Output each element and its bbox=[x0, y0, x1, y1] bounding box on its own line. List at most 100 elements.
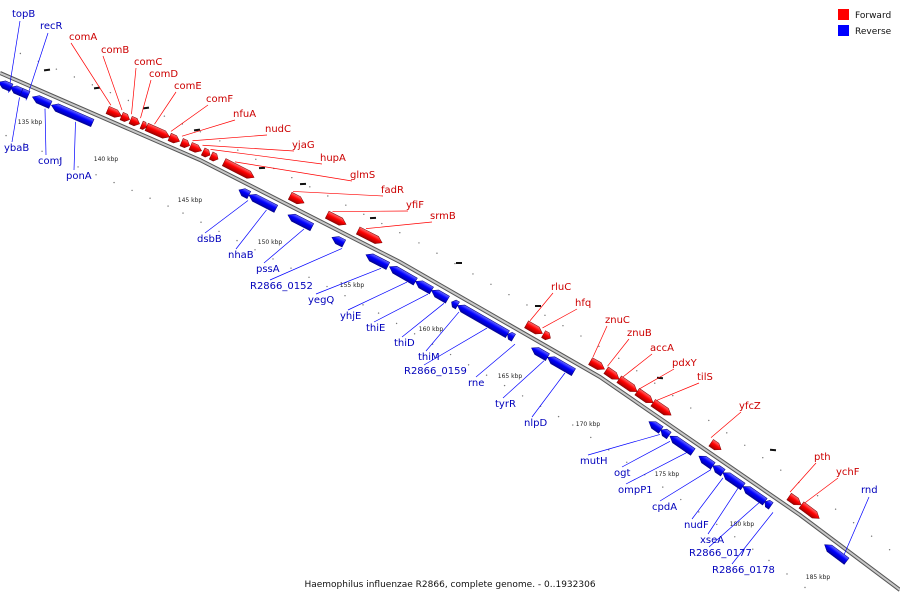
gene-label-yfcz: yfcZ bbox=[739, 401, 761, 412]
gene-muth-reverse[interactable] bbox=[647, 418, 664, 434]
gene-yegq-reverse[interactable] bbox=[364, 251, 391, 270]
scale-dot bbox=[816, 495, 819, 497]
gene-rluc-forward[interactable] bbox=[524, 320, 544, 337]
leader-line bbox=[292, 191, 384, 197]
gene-ompp1-reverse[interactable] bbox=[668, 433, 696, 456]
leader-line bbox=[731, 512, 774, 565]
gene-nudc-forward[interactable] bbox=[188, 142, 203, 154]
gene-nhab-reverse[interactable] bbox=[247, 191, 279, 213]
gene-topb-reverse[interactable] bbox=[0, 78, 14, 92]
scale-dot bbox=[149, 197, 151, 199]
scale-dot bbox=[590, 436, 592, 439]
scale-dot bbox=[690, 407, 692, 409]
leader-line bbox=[140, 79, 152, 119]
leader-line bbox=[529, 292, 554, 321]
scale-dot bbox=[19, 52, 22, 55]
scale-dot bbox=[77, 166, 79, 168]
gene-pth-forward[interactable] bbox=[786, 492, 804, 508]
gene-dsbb-reverse[interactable] bbox=[237, 186, 252, 199]
gene-comb-forward[interactable] bbox=[119, 112, 131, 123]
scale-dot bbox=[626, 461, 628, 463]
gene-nlpd-reverse[interactable] bbox=[546, 354, 576, 376]
tick-label: 145 kbp bbox=[178, 197, 203, 204]
gene-pdxy-forward[interactable] bbox=[634, 388, 656, 406]
tick-label: 185 kbp bbox=[806, 574, 831, 581]
gene-thid-reverse[interactable] bbox=[430, 287, 450, 304]
gene-yhje-reverse[interactable] bbox=[388, 263, 418, 286]
gene-hupa-forward[interactable] bbox=[208, 151, 220, 163]
gene-coma-forward[interactable] bbox=[105, 105, 123, 119]
scale-dot bbox=[762, 457, 764, 459]
gene-label-pona: ponA bbox=[66, 171, 92, 182]
tick-mark bbox=[258, 166, 266, 170]
gene-srmb-forward[interactable] bbox=[355, 226, 384, 246]
scale-dot bbox=[436, 252, 438, 254]
scale-dot bbox=[768, 559, 770, 562]
scale-dot bbox=[345, 204, 347, 206]
leader-line bbox=[315, 267, 382, 295]
gene-znuc-forward[interactable] bbox=[588, 357, 606, 373]
scale-dot bbox=[377, 312, 380, 314]
gene-tyrr-reverse[interactable] bbox=[530, 345, 550, 362]
gene-tils-forward[interactable] bbox=[650, 399, 674, 418]
gene-cpda-reverse[interactable] bbox=[697, 453, 716, 470]
gene-ogt-reverse[interactable] bbox=[659, 427, 672, 440]
tick-label: 140 kbp bbox=[94, 156, 119, 163]
gene-xsea-reverse[interactable] bbox=[721, 469, 746, 491]
gene-label-ychf: ychF bbox=[836, 467, 860, 478]
gene-come-forward[interactable] bbox=[144, 122, 171, 140]
leader-line bbox=[170, 104, 209, 132]
gene-comc-forward[interactable] bbox=[128, 115, 141, 127]
gene-ybab-reverse[interactable] bbox=[9, 84, 24, 97]
tick-mark bbox=[656, 376, 664, 380]
gene-label-muth: mutH bbox=[580, 456, 608, 467]
gene-yjag-forward[interactable] bbox=[200, 147, 212, 159]
leader-line bbox=[708, 502, 760, 548]
gene-comf-forward[interactable] bbox=[167, 132, 181, 145]
gene-thim-reverse[interactable] bbox=[450, 299, 460, 310]
gene-label-ogt: ogt bbox=[614, 468, 630, 479]
gene-yfif-forward[interactable] bbox=[324, 210, 348, 228]
leader-line bbox=[44, 108, 47, 156]
gene-hfq-forward[interactable] bbox=[541, 330, 552, 342]
gene-comd-forward[interactable] bbox=[139, 120, 148, 131]
scale-dot bbox=[73, 76, 76, 78]
scale-dot bbox=[786, 573, 788, 575]
gene-rne-reverse[interactable] bbox=[506, 331, 516, 342]
tick-label: 155 kbp bbox=[340, 282, 365, 289]
scale-dot bbox=[41, 150, 43, 152]
gene-label-comf: comF bbox=[206, 94, 233, 105]
scale-dot bbox=[734, 536, 736, 538]
gene-nudf-reverse[interactable] bbox=[711, 463, 726, 477]
gene-features bbox=[0, 78, 850, 565]
gene-label-dsbb: dsbB bbox=[197, 234, 222, 245]
gene-thie-reverse[interactable] bbox=[414, 278, 434, 295]
tick-label: 150 kbp bbox=[258, 239, 283, 246]
leader-line bbox=[607, 338, 630, 367]
scale-dot bbox=[200, 221, 202, 223]
gene-comj-reverse[interactable] bbox=[31, 93, 53, 109]
gene-acca-forward[interactable] bbox=[616, 375, 640, 395]
scale-dot bbox=[326, 285, 328, 288]
gene-ychf-forward[interactable] bbox=[798, 501, 822, 522]
gene-label-pdxy: pdxY bbox=[672, 358, 698, 369]
scale-dot bbox=[91, 84, 94, 86]
gene-fadr-forward[interactable] bbox=[287, 191, 306, 206]
scale-dot bbox=[23, 142, 25, 145]
gene-r2866-0152-reverse[interactable] bbox=[330, 234, 347, 248]
gene-znub-forward[interactable] bbox=[603, 366, 622, 383]
gene-nfua-forward[interactable] bbox=[179, 138, 191, 150]
gene-pssa-reverse[interactable] bbox=[286, 211, 315, 232]
gene-r2866-0159-reverse[interactable] bbox=[456, 302, 510, 339]
leader-line bbox=[373, 293, 429, 323]
leader-line bbox=[587, 434, 661, 456]
gene-label-yfif: yfiF bbox=[406, 200, 424, 211]
leader-line bbox=[423, 327, 488, 366]
gene-rnd-reverse[interactable] bbox=[822, 542, 850, 565]
gene-glms-forward[interactable] bbox=[221, 158, 256, 181]
gene-r2866-0178-reverse[interactable] bbox=[763, 498, 774, 510]
gene-pona-reverse[interactable] bbox=[50, 102, 95, 128]
gene-yfcz-forward[interactable] bbox=[708, 439, 724, 452]
gene-r2866-0177-reverse[interactable] bbox=[741, 483, 768, 506]
